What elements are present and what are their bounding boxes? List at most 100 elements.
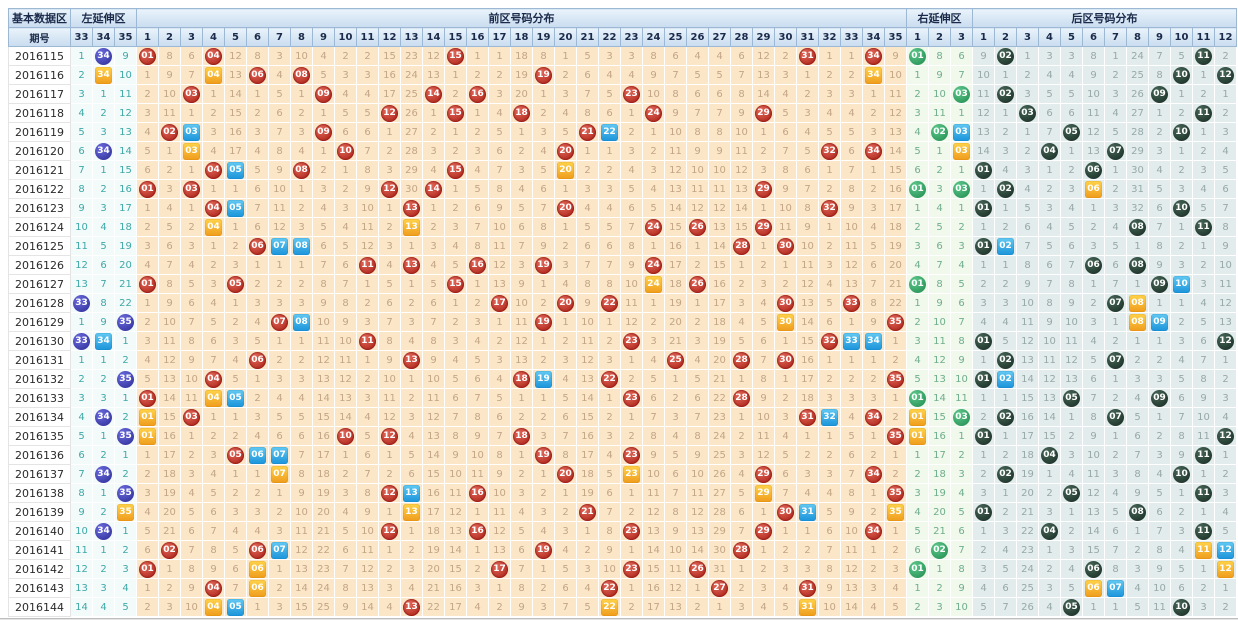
miss-count-cell: 9 [818,578,841,598]
miss-count-cell: 1 [884,521,907,541]
miss-count-cell: 8 [554,445,577,465]
miss-count-cell: 4 [554,274,577,294]
drawn-cell: 02 [928,122,951,142]
front-drawn-ball: 15 [447,161,464,179]
back-drawn-ball: 06 [1085,256,1102,274]
miss-count-cell: 11 [1192,426,1215,446]
drawn-cell: 28 [730,350,753,370]
miss-count-cell: 6 [554,578,577,598]
miss-count-cell: 1 [620,540,643,560]
miss-count-cell: 7 [554,597,577,617]
repeat-marker: 03 [183,142,200,160]
miss-count-cell: 4 [1016,179,1039,199]
miss-count-cell: 14 [796,312,819,332]
miss-count-cell: 10 [180,597,203,617]
miss-count-cell: 10 [796,236,819,256]
miss-count-cell: 1 [70,350,93,370]
miss-count-cell: 9 [730,103,753,123]
miss-count-cell: 8 [686,122,709,142]
consecutive-marker: 19 [535,370,552,388]
miss-count-cell: 7 [532,198,555,218]
miss-count-cell: 2 [994,502,1017,522]
miss-count-cell: 12 [796,274,819,294]
front-col-header: 28 [730,27,753,47]
miss-count-cell: 13 [576,369,599,389]
drawn-cell: 26 [686,274,709,294]
miss-count-cell: 4 [994,540,1017,560]
miss-count-cell: 14 [70,597,93,617]
miss-count-cell: 6 [1038,103,1061,123]
miss-count-cell: 3 [840,388,863,408]
back-drawn-ball: 12 [1217,332,1234,350]
miss-count-cell: 2 [444,84,467,104]
miss-count-cell: 14 [1038,407,1061,427]
miss-count-cell: 11 [70,540,93,560]
miss-count-cell: 5 [334,236,357,256]
miss-count-cell: 5 [774,597,797,617]
drawn-cell: 35 [114,483,137,503]
miss-count-cell: 3 [730,597,753,617]
front-drawn-ball: 26 [689,218,706,236]
miss-count-cell: 7 [620,217,643,237]
miss-count-cell: 23 [312,559,335,579]
period-number: 2016120 [8,141,71,161]
miss-count-cell: 12 [378,407,401,427]
drawn-cell: 23 [620,559,643,579]
miss-count-cell: 3 [620,46,643,66]
miss-count-cell: 2 [400,540,423,560]
period-number: 2016132 [8,369,71,389]
miss-count-cell: 8 [818,559,841,579]
miss-count-cell: 20 [928,502,951,522]
miss-count-cell: 16 [884,179,907,199]
back-drawn-ball: 01 [975,427,992,445]
miss-count-cell: 1 [642,293,665,313]
miss-count-cell: 5 [444,255,467,275]
miss-count-cell: 5 [774,445,797,465]
back-drawn-ball: 09 [1151,85,1168,103]
miss-count-cell: 17 [708,293,731,313]
front-drawn-ball: 35 [887,370,904,388]
drawn-cell: 12 [1214,65,1237,85]
miss-count-cell: 14 [312,388,335,408]
miss-count-cell: 4 [554,103,577,123]
miss-count-cell: 13 [796,293,819,313]
miss-count-cell: 2 [158,578,181,598]
miss-count-cell: 2 [400,293,423,313]
miss-count-cell: 11 [180,388,203,408]
miss-count-cell: 5 [950,502,973,522]
front-drawn-ball: 17 [491,294,508,312]
drawn-cell: 30 [774,502,797,522]
miss-count-cell: 5 [356,426,379,446]
front-drawn-ball: 15 [447,47,464,65]
miss-count-cell: 4 [1060,65,1083,85]
miss-count-cell: 3 [92,578,115,598]
miss-count-cell: 27 [1126,103,1149,123]
miss-count-cell: 3 [818,255,841,275]
left-ext-drawn-ball: 34 [95,465,112,483]
miss-count-cell: 6 [1038,255,1061,275]
drawn-cell: 05 [224,597,247,617]
miss-count-cell: 9 [796,217,819,237]
drawn-cell: 01 [136,274,159,294]
miss-count-cell: 26 [1016,597,1039,617]
front-drawn-ball: 18 [513,370,530,388]
repeat-marker: 06 [249,560,266,578]
miss-count-cell: 4 [818,103,841,123]
consecutive-marker: 33 [843,332,860,350]
miss-count-cell: 18 [510,46,533,66]
drawn-cell: 06 [246,540,269,560]
miss-count-cell: 10 [290,502,313,522]
miss-count-cell: 10 [268,179,291,199]
miss-count-cell: 7 [664,65,687,85]
miss-count-cell: 7 [334,274,357,294]
miss-count-cell: 18 [796,388,819,408]
left-ext-drawn-ball: 34 [95,522,112,540]
miss-count-cell: 1 [862,426,885,446]
miss-count-cell: 7 [950,312,973,332]
miss-count-cell: 2 [92,445,115,465]
miss-count-cell: 1 [906,293,929,313]
miss-count-cell: 6 [796,160,819,180]
miss-count-cell: 4 [554,540,577,560]
bottom-scrollbar-track[interactable] [0,618,1238,620]
repeat-marker: 01 [139,408,156,426]
